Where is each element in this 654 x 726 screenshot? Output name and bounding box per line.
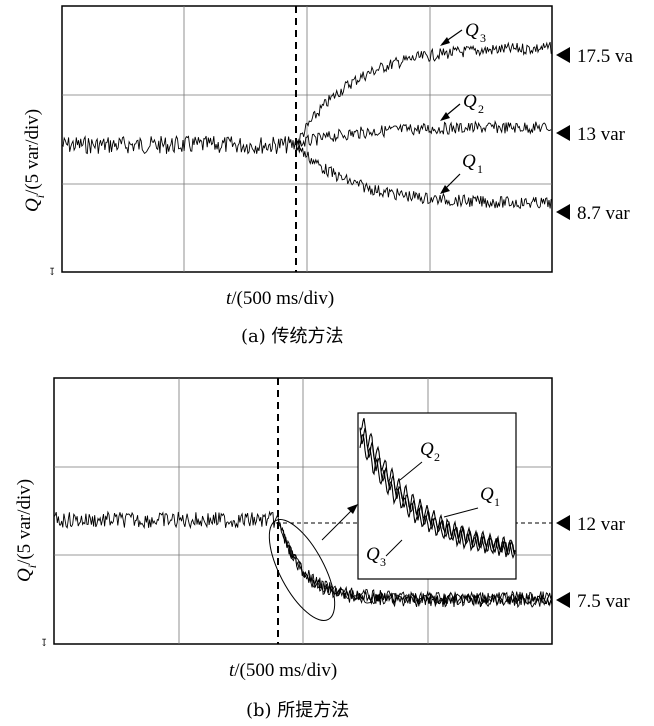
a-trace-initial [61,135,296,155]
b-inset-trace-q3 [359,434,516,559]
panel-b: Q 2 Q 1 Q 3 12 var 7.5 var Qi/(5 var/div… [14,377,630,721]
a-trace-q3 [295,41,552,150]
a-arrowhead-q3 [440,37,450,46]
a-arrowhead-q1 [440,185,450,194]
b-zoom-pointer [321,507,355,541]
b-trace-q3 [277,521,553,609]
svg-text:Qi/(5 var/div): Qi/(5 var/div) [22,109,47,212]
a-value-13: 13 var [577,124,626,145]
b-marker-12 [556,515,570,531]
b-y-axis-label: Qi/(5 var/div) [14,479,39,582]
panel-a-traces [61,41,552,209]
b-zoom-pointer-head [347,504,358,514]
b-origin-marker: ↧ [40,638,48,649]
a-arrowhead-q2 [440,112,450,121]
b-value-7-5: 7.5 var [577,591,630,612]
b-inset-arrow-q2 [399,461,423,481]
b-inset-arrow-q1 [443,507,479,518]
panel-a: Q 3 Q 2 Q 1 17.5 va 13 var 8.7 var Qi/(5… [22,5,634,347]
a-x-axis-label: t/(500 ms/div) [226,288,334,309]
b-inset-label-q1-sub: 1 [494,495,500,509]
a-trace-q2 [295,120,552,150]
a-value-17-5: 17.5 va [577,46,634,67]
a-y-axis-label: Qi/(5 var/div) [22,109,47,212]
a-label-q1-sub: 1 [477,162,483,176]
b-inset-label-q2: Q [420,439,434,460]
panel-a-grid [62,6,552,272]
b-inset-trace-q1 [359,427,516,556]
panel-b-traces [53,510,553,609]
b-inset-label-q3-sub: 3 [380,555,386,569]
a-label-q2: Q [463,91,477,112]
b-inset-arrow-q3 [385,539,403,557]
b-inset-label-q3: Q [366,544,380,565]
svg-text:Qi/(5 var/div): Qi/(5 var/div) [14,479,39,582]
a-marker-13 [556,125,570,141]
a-trace-q1 [295,140,552,209]
b-caption: (b) 所提方法 [246,700,349,721]
b-zoom-ellipse [268,518,336,622]
a-origin-marker: ↧ [48,267,56,278]
a-label-q3-sub: 3 [480,31,486,45]
b-inset-label-q2-sub: 2 [434,450,440,464]
b-inset-traces [359,418,516,559]
b-trace-initial [53,510,278,530]
a-label-q1: Q [462,151,476,172]
a-marker-8-7 [556,204,570,220]
a-label-q3: Q [465,20,479,41]
b-value-12: 12 var [577,514,626,535]
a-marker-17-5 [556,47,570,63]
b-inset-frame [357,412,517,580]
b-x-axis-label: t/(500 ms/div) [229,660,337,681]
a-value-8-7: 8.7 var [577,203,630,224]
a-caption: (a) 传统方法 [241,326,344,347]
a-label-q2-sub: 2 [478,102,484,116]
b-marker-7-5 [556,592,570,608]
b-inset-label-q1: Q [480,484,494,505]
